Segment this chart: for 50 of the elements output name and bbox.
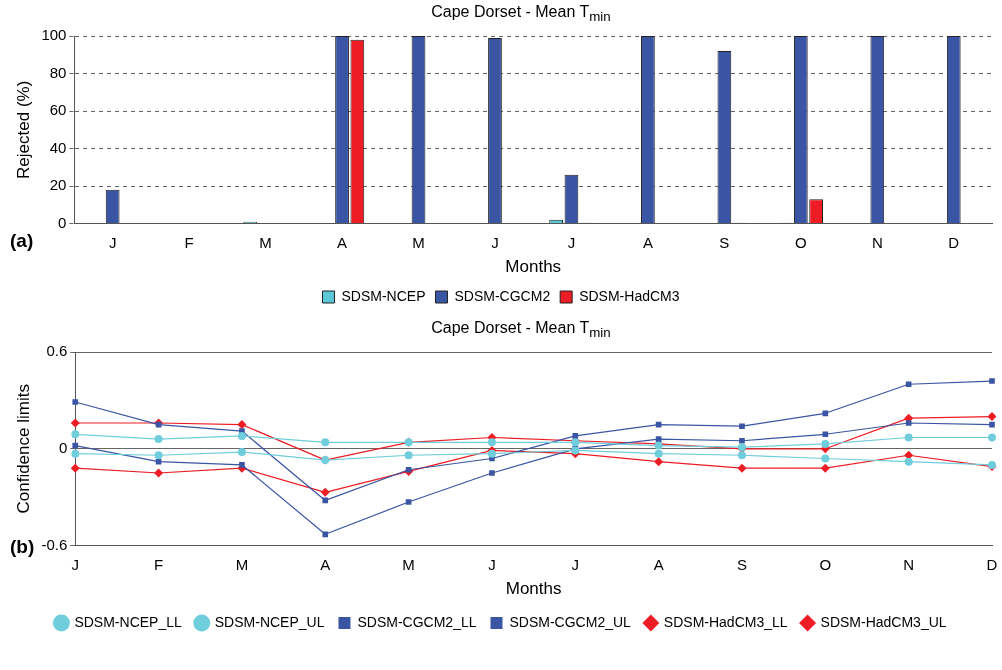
y-tick-label: 0.6 bbox=[46, 342, 68, 360]
text: (a) bbox=[10, 230, 34, 252]
y-axis-title: Confidence limits bbox=[13, 384, 33, 514]
x-tick-label: A bbox=[337, 233, 348, 251]
x-axis-title: Months bbox=[505, 257, 562, 277]
x-tick-label: A bbox=[320, 555, 331, 573]
x-axis-title: Months bbox=[505, 579, 562, 599]
chart-title: Cape Dorset - Mean T$_{min}$ bbox=[430, 2, 612, 25]
x-tick-label: S bbox=[719, 233, 730, 251]
x-tick-label: N bbox=[903, 555, 915, 573]
x-tick-label: J bbox=[491, 233, 499, 251]
legend-label: SDSM-CGCM2_UL bbox=[509, 613, 632, 630]
x-tick-label: J bbox=[108, 233, 117, 251]
legend-label: SDSM-HadCM3 bbox=[579, 287, 680, 304]
x-tick-label: M bbox=[402, 555, 415, 573]
chart-title: Cape Dorset - Mean T$_{min}$ bbox=[430, 318, 612, 341]
y-tick-label: 40 bbox=[49, 138, 67, 156]
legend-label: SDSM-NCEP_UL bbox=[214, 613, 325, 630]
x-tick-label: M bbox=[412, 233, 425, 251]
x-tick-label: J bbox=[488, 555, 496, 573]
x-tick-label: M bbox=[235, 555, 249, 573]
legend-label: SDSM-NCEP_LL bbox=[74, 613, 182, 630]
x-tick-label: O bbox=[795, 233, 807, 251]
x-tick-label: S bbox=[736, 555, 747, 573]
x-tick-label: A bbox=[642, 233, 653, 251]
x-tick-label: F bbox=[154, 555, 164, 573]
text: (b) bbox=[10, 536, 35, 558]
y-tick-label: -0.6 bbox=[41, 535, 68, 553]
y-tick-label: 60 bbox=[49, 101, 67, 119]
legend-label: SDSM-HadCM3_UL bbox=[820, 613, 947, 630]
y-tick-label: 0 bbox=[58, 213, 67, 231]
x-tick-label: A bbox=[653, 555, 664, 573]
y-tick-label: 20 bbox=[49, 176, 67, 194]
y-tick-label: 0 bbox=[58, 438, 68, 456]
legend-label: SDSM-CGCM2_LL bbox=[357, 613, 477, 630]
x-tick-label: J bbox=[571, 555, 580, 573]
y-axis-title: Rejected (%) bbox=[13, 80, 33, 179]
x-tick-label: M bbox=[259, 233, 272, 251]
x-tick-label: O bbox=[819, 555, 832, 573]
x-tick-label: D bbox=[986, 555, 998, 573]
x-tick-label: F bbox=[184, 233, 194, 251]
y-tick-label: 80 bbox=[49, 63, 67, 81]
x-tick-label: J bbox=[567, 233, 576, 251]
x-tick-label: J bbox=[71, 555, 79, 573]
legend-label: SDSM-NCEP bbox=[341, 287, 426, 304]
legend-label: SDSM-HadCM3_LL bbox=[663, 613, 788, 630]
legend-label: SDSM-CGCM2 bbox=[454, 287, 551, 304]
x-tick-label: D bbox=[948, 233, 960, 251]
y-tick-label: 100 bbox=[41, 26, 67, 44]
x-tick-label: N bbox=[871, 233, 883, 251]
